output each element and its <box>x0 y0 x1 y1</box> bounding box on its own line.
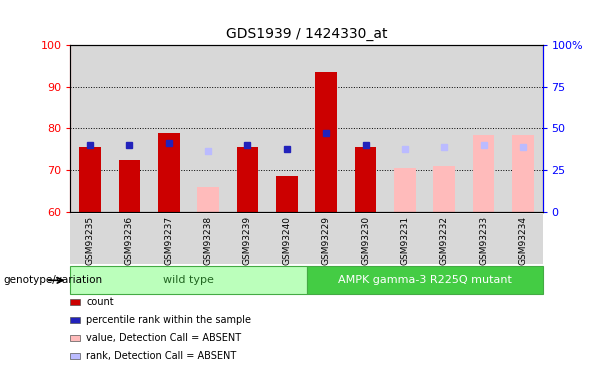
Bar <box>149 45 189 212</box>
Text: value, Detection Call = ABSENT: value, Detection Call = ABSENT <box>86 333 242 343</box>
Text: GSM93229: GSM93229 <box>322 216 330 265</box>
Text: wild type: wild type <box>163 275 214 285</box>
Bar <box>228 45 267 212</box>
Bar <box>237 147 258 212</box>
Bar <box>306 214 346 264</box>
Bar <box>464 45 503 212</box>
Bar <box>315 72 337 212</box>
Text: GSM93230: GSM93230 <box>361 216 370 266</box>
Text: GSM93233: GSM93233 <box>479 216 488 266</box>
Bar <box>306 45 346 212</box>
Bar <box>276 176 298 212</box>
Text: GSM93236: GSM93236 <box>125 216 134 266</box>
Text: percentile rank within the sample: percentile rank within the sample <box>86 315 251 325</box>
Bar <box>70 45 110 212</box>
Text: GSM93232: GSM93232 <box>440 216 449 265</box>
Text: GSM93238: GSM93238 <box>204 216 213 266</box>
Bar <box>306 266 543 294</box>
Text: rank, Detection Call = ABSENT: rank, Detection Call = ABSENT <box>86 351 237 361</box>
Bar <box>385 214 424 264</box>
Bar <box>346 214 385 264</box>
Text: count: count <box>86 297 114 307</box>
Bar <box>512 135 534 212</box>
Bar <box>110 214 149 264</box>
Title: GDS1939 / 1424330_at: GDS1939 / 1424330_at <box>226 27 387 41</box>
Bar <box>189 45 228 212</box>
Bar <box>473 135 494 212</box>
Bar <box>189 214 228 264</box>
Text: GSM93235: GSM93235 <box>86 216 94 266</box>
Text: GSM93234: GSM93234 <box>519 216 527 265</box>
Bar <box>70 266 306 294</box>
Bar <box>197 187 219 212</box>
Text: GSM93231: GSM93231 <box>400 216 409 266</box>
Bar <box>267 214 306 264</box>
Bar <box>385 45 424 212</box>
Bar <box>503 214 543 264</box>
Bar <box>503 45 543 212</box>
Bar <box>119 160 140 212</box>
Bar <box>464 214 503 264</box>
Bar <box>110 45 149 212</box>
Bar <box>394 168 416 212</box>
Text: GSM93240: GSM93240 <box>283 216 291 265</box>
Bar <box>149 214 189 264</box>
Bar <box>424 45 464 212</box>
Bar <box>424 214 464 264</box>
Bar <box>267 45 306 212</box>
Bar <box>355 147 376 212</box>
Bar <box>79 147 101 212</box>
Text: GSM93239: GSM93239 <box>243 216 252 266</box>
Text: genotype/variation: genotype/variation <box>3 275 102 285</box>
Bar <box>228 214 267 264</box>
Text: AMPK gamma-3 R225Q mutant: AMPK gamma-3 R225Q mutant <box>338 275 511 285</box>
Bar <box>433 166 455 212</box>
Bar <box>70 214 110 264</box>
Bar <box>158 133 180 212</box>
Text: GSM93237: GSM93237 <box>164 216 173 266</box>
Bar <box>346 45 385 212</box>
